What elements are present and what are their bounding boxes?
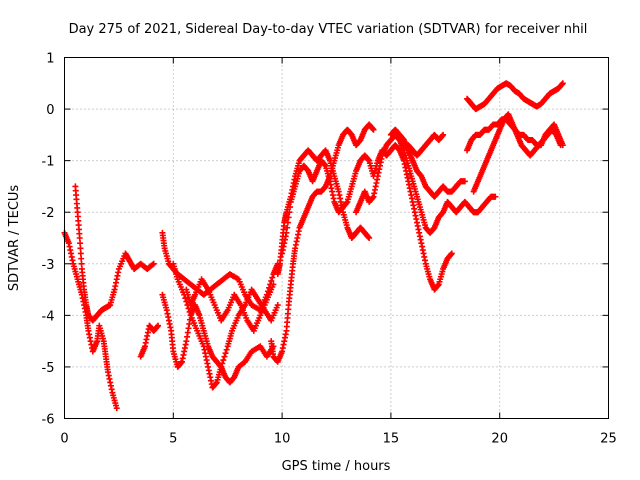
data-point — [155, 322, 162, 329]
data-point — [219, 360, 226, 367]
series-track-7 — [183, 276, 277, 334]
series-track-13 — [405, 131, 447, 159]
data-point — [78, 260, 85, 267]
data-point — [448, 250, 455, 257]
y-tick-label: -6 — [42, 413, 55, 428]
axis-ticks — [64, 57, 609, 419]
data-point — [461, 178, 468, 185]
data-point — [222, 350, 229, 357]
series-track-12 — [387, 126, 468, 200]
data-point — [366, 235, 373, 241]
data-point — [185, 305, 192, 312]
data-point — [78, 255, 85, 262]
data-point — [440, 131, 447, 138]
x-tick-label: 25 — [600, 432, 617, 447]
data-point — [221, 353, 228, 360]
data-point — [269, 274, 276, 281]
y-tick-label: -1 — [42, 155, 55, 170]
data-point — [284, 224, 291, 231]
x-tick-label: 20 — [491, 432, 508, 447]
series-track-5 — [159, 291, 277, 386]
data-point — [268, 277, 275, 284]
data-point — [182, 295, 189, 302]
data-point — [149, 261, 156, 268]
y-axis-label: SDTVAR / TECUs — [7, 185, 22, 292]
series-track-15 — [464, 80, 566, 113]
series-track-16 — [470, 111, 564, 195]
x-axis-label: GPS time / hours — [282, 459, 391, 474]
data-point — [220, 357, 227, 364]
y-tick-label: 0 — [46, 103, 54, 118]
series-track-8 — [268, 121, 377, 365]
data-point — [285, 214, 292, 221]
grid-lines — [64, 57, 609, 419]
y-tick-label: -3 — [42, 258, 55, 273]
y-tick-label: -2 — [42, 206, 55, 221]
data-point — [186, 308, 193, 315]
data-point — [284, 219, 291, 226]
data-point — [113, 405, 120, 412]
data-point — [270, 281, 277, 288]
x-tick-label: 0 — [60, 432, 68, 447]
data-point — [77, 250, 84, 257]
y-tick-label: -5 — [42, 361, 55, 376]
data-point — [77, 245, 84, 252]
data-point — [557, 142, 564, 149]
chart-title: Day 275 of 2021, Sidereal Day-to-day VTE… — [69, 22, 588, 37]
plot-area — [61, 80, 566, 412]
series-track-11 — [353, 131, 499, 236]
data-point — [287, 204, 294, 211]
data-point — [223, 346, 230, 353]
x-tick-label: 15 — [383, 432, 400, 447]
series-track-2 — [72, 183, 157, 324]
data-point — [492, 193, 499, 200]
x-tick-label: 10 — [274, 432, 291, 447]
plot-frame — [64, 57, 609, 419]
data-point — [559, 80, 566, 87]
data-point — [286, 209, 293, 216]
data-point — [218, 363, 225, 370]
y-tick-label: -4 — [42, 309, 55, 324]
y-tick-labels: -6 -5 -4 -3 -2 -1 0 1 — [42, 52, 55, 428]
data-point — [77, 240, 84, 247]
data-point — [283, 229, 290, 236]
x-tick-labels: 0 5 10 15 20 25 — [60, 432, 616, 447]
x-tick-label: 5 — [169, 432, 177, 447]
series-track-1 — [61, 229, 120, 412]
data-point — [370, 126, 377, 133]
series-track-3 — [137, 322, 162, 360]
series-track-9 — [274, 147, 373, 278]
y-tick-label: 1 — [46, 52, 54, 67]
data-point — [76, 235, 83, 241]
data-point — [274, 302, 281, 309]
data-point — [150, 260, 157, 267]
